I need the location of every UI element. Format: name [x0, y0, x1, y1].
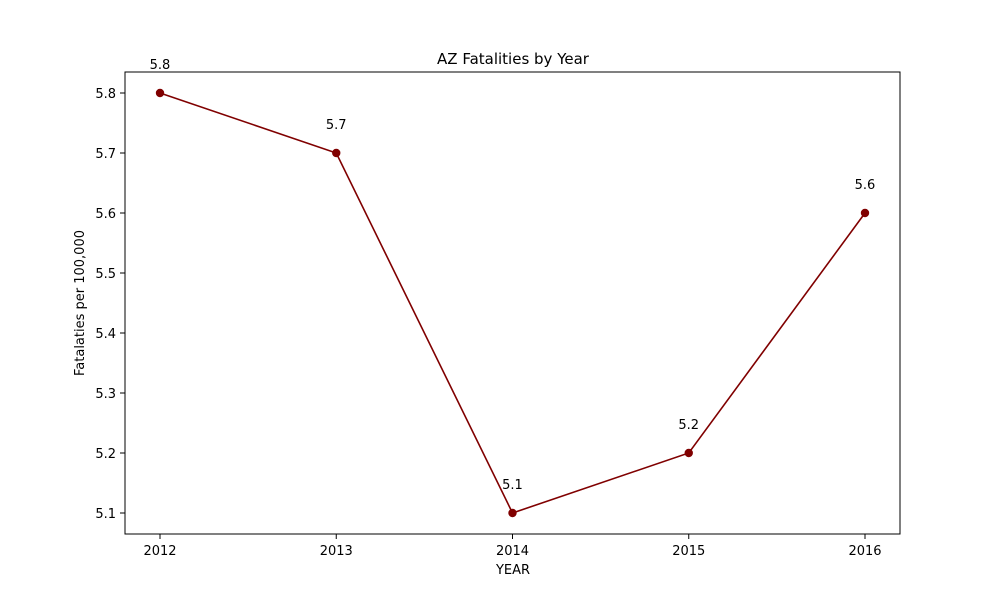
data-label: 5.6 — [855, 178, 876, 193]
data-label: 5.8 — [150, 58, 171, 73]
y-tick-label: 5.2 — [95, 447, 116, 462]
data-point — [155, 88, 165, 98]
x-tick-label: 2016 — [848, 544, 881, 559]
data-labels-layer: 5.8 5.7 5.1 5.2 5.6 — [150, 58, 876, 493]
data-label: 5.1 — [502, 478, 523, 493]
x-axis-title: YEAR — [495, 563, 530, 578]
data-point — [860, 208, 870, 218]
data-point — [508, 508, 517, 518]
y-tick-label: 5.8 — [95, 87, 116, 102]
y-axis: 5.1 5.2 5.3 5.4 5.5 5.6 5.7 5.8 — [95, 87, 125, 522]
data-point — [332, 148, 341, 158]
x-tick-label: 2012 — [143, 544, 176, 559]
y-tick-label: 5.4 — [95, 327, 116, 342]
series-layer — [155, 88, 870, 518]
y-tick-label: 5.3 — [95, 387, 116, 402]
y-tick-label: 5.5 — [95, 267, 116, 282]
x-axis: 2012 2013 2014 2015 2016 — [143, 534, 882, 559]
y-axis-title: Fatalaties per 100,000 — [73, 230, 88, 376]
y-tick-label: 5.1 — [95, 507, 116, 522]
data-label: 5.2 — [678, 418, 699, 433]
x-tick-label: 2015 — [672, 544, 705, 559]
x-tick-label: 2013 — [320, 544, 353, 559]
y-tick-label: 5.6 — [95, 207, 116, 222]
data-label: 5.7 — [326, 118, 347, 133]
y-tick-label: 5.7 — [95, 147, 116, 162]
chart-title: AZ Fatalities by Year — [437, 50, 590, 68]
x-tick-label: 2014 — [496, 544, 529, 559]
data-point — [684, 448, 693, 458]
